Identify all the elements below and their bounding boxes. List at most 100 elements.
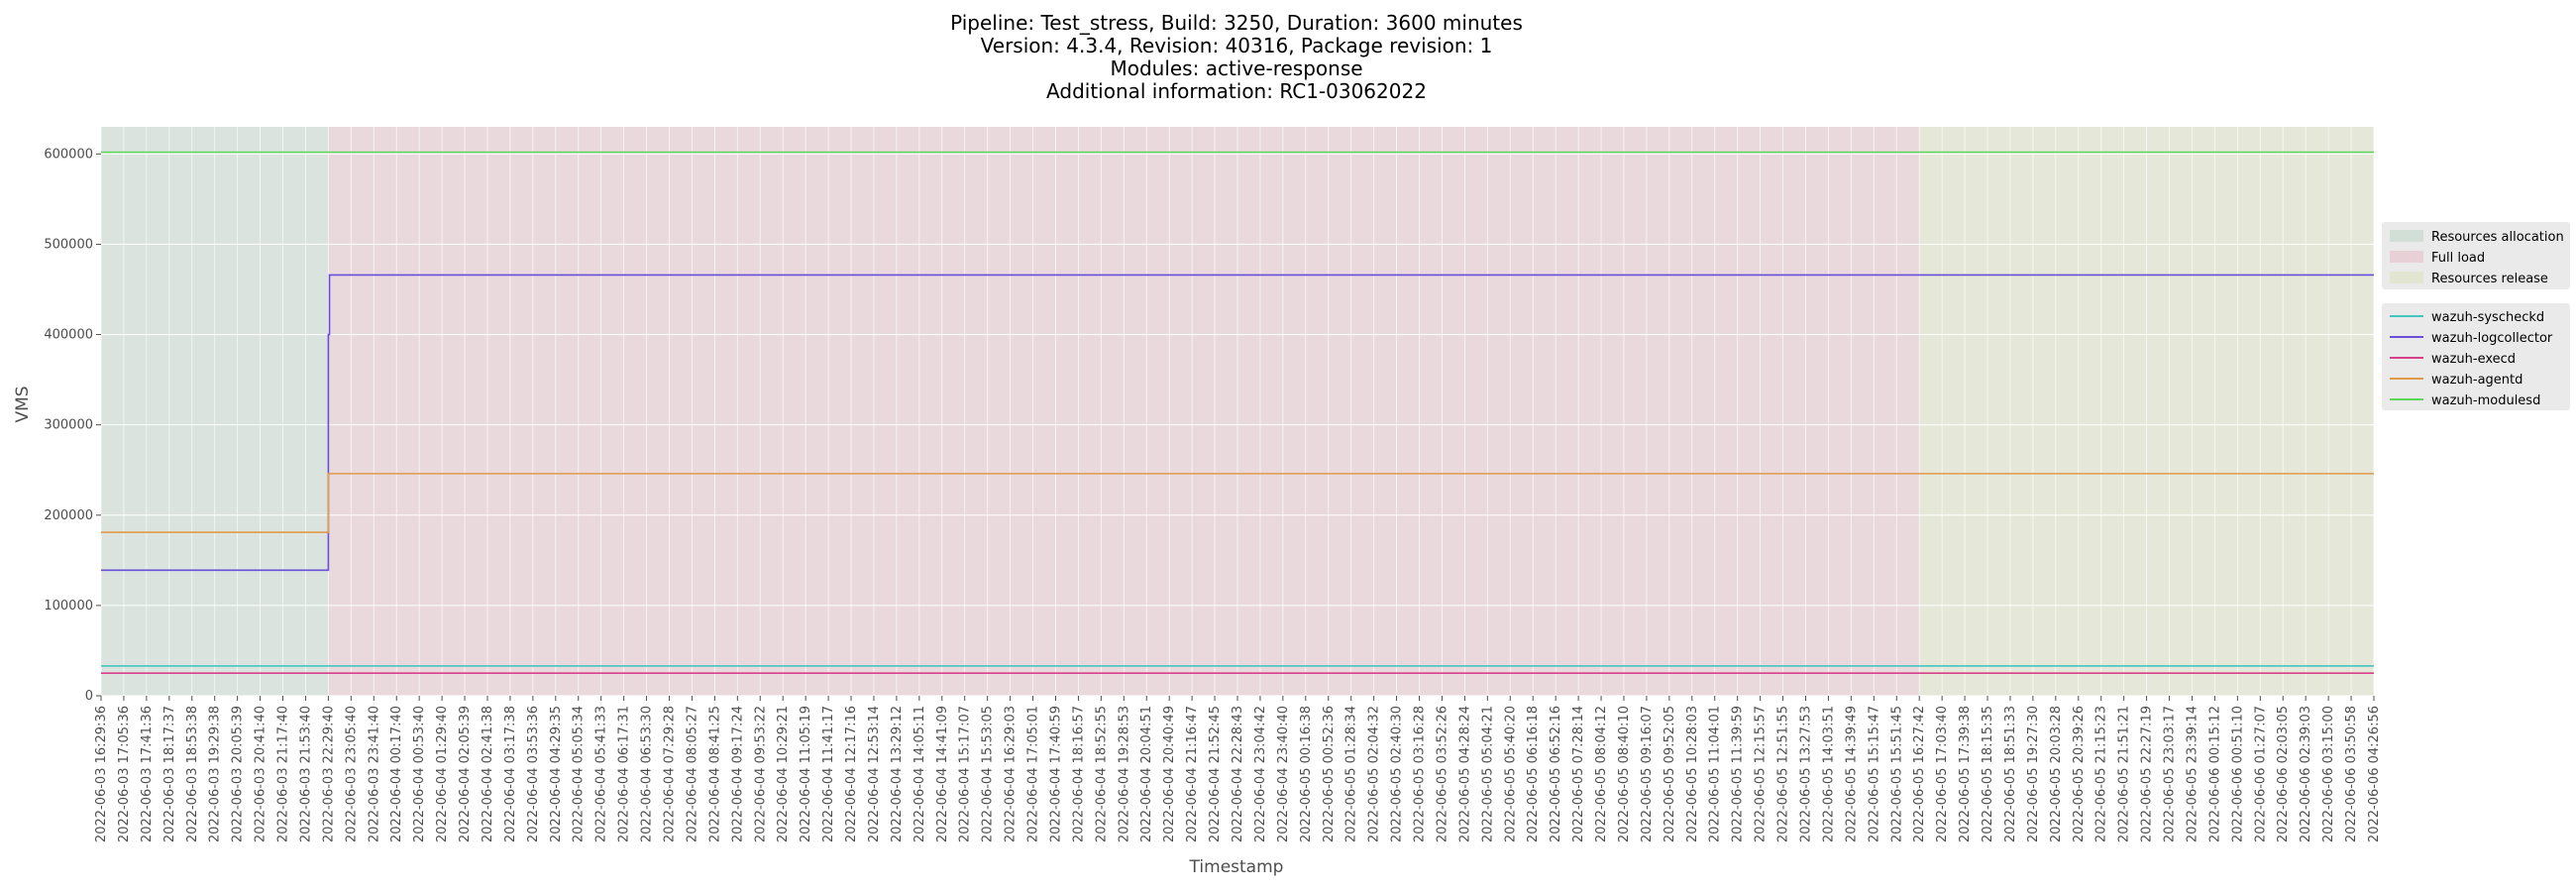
x-tick-label-42: 2022-06-04 17:40:59 xyxy=(1048,706,1063,842)
x-tick-label-1: 2022-06-03 17:05:36 xyxy=(117,706,132,842)
legend-phase-label-2: Resources release xyxy=(2431,272,2548,286)
y-tick-label-0: 0 xyxy=(85,689,93,704)
x-tick-label-23: 2022-06-04 06:17:31 xyxy=(617,706,632,842)
y-tick-label-3: 300000 xyxy=(44,418,93,433)
x-tick-label-0: 2022-06-03 16:29:36 xyxy=(94,706,109,842)
x-tick-label-34: 2022-06-04 12:53:14 xyxy=(867,706,882,842)
x-tick-label-31: 2022-06-04 11:05:19 xyxy=(799,706,813,842)
x-tick-label-91: 2022-06-05 23:03:17 xyxy=(2163,706,2178,842)
x-tick-label-100: 2022-06-06 04:26:56 xyxy=(2367,706,2382,842)
x-tick-label-9: 2022-06-03 21:53:40 xyxy=(298,706,313,842)
x-tick-label-12: 2022-06-03 23:41:40 xyxy=(367,706,381,842)
x-tick-label-29: 2022-06-04 09:53:22 xyxy=(753,706,768,842)
grid-lines xyxy=(100,127,2375,697)
legend-series-label-2: wazuh-execd xyxy=(2431,352,2516,367)
x-tick-label-46: 2022-06-04 20:04:51 xyxy=(1139,706,1154,842)
x-axis-label: Timestamp xyxy=(1189,857,1284,877)
x-tick-label-54: 2022-06-05 00:52:36 xyxy=(1322,706,1337,842)
legend-series-frame xyxy=(2382,303,2570,410)
x-tick-label-3: 2022-06-03 18:17:37 xyxy=(162,706,177,842)
x-tick-label-25: 2022-06-04 07:29:28 xyxy=(663,706,678,842)
x-tick-label-80: 2022-06-05 16:27:42 xyxy=(1912,706,1927,842)
x-tick-label-40: 2022-06-04 16:29:03 xyxy=(1004,706,1019,842)
x-tick-label-24: 2022-06-04 06:53:30 xyxy=(640,706,655,842)
x-tick-label-68: 2022-06-05 09:16:07 xyxy=(1640,706,1655,842)
x-tick-label-4: 2022-06-03 18:53:38 xyxy=(185,706,200,842)
x-tick-label-32: 2022-06-04 11:41:17 xyxy=(821,706,836,842)
title-line-2: Version: 4.3.4, Revision: 40316, Package… xyxy=(981,34,1493,57)
y-tick-label-6: 600000 xyxy=(44,147,93,162)
x-tick-label-52: 2022-06-04 23:40:40 xyxy=(1276,706,1291,842)
x-tick-label-87: 2022-06-05 20:39:26 xyxy=(2072,706,2087,842)
title-line-1: Pipeline: Test_stress, Build: 3250, Dura… xyxy=(950,11,1523,35)
x-tick-label-62: 2022-06-05 05:40:20 xyxy=(1503,706,1518,842)
x-tick-label-55: 2022-06-05 01:28:34 xyxy=(1344,706,1359,842)
x-tick-label-30: 2022-06-04 10:29:21 xyxy=(776,706,791,842)
x-tick-label-85: 2022-06-05 19:27:30 xyxy=(2026,706,2041,842)
x-tick-label-76: 2022-06-05 14:03:51 xyxy=(1821,706,1836,842)
x-tick-label-74: 2022-06-05 12:51:55 xyxy=(1776,706,1791,842)
legend-series-label-3: wazuh-agentd xyxy=(2431,373,2522,388)
x-tick-label-96: 2022-06-06 02:03:05 xyxy=(2276,706,2291,842)
x-tick-label-48: 2022-06-04 21:16:47 xyxy=(1185,706,1200,842)
x-tick-label-41: 2022-06-04 17:05:01 xyxy=(1026,706,1041,842)
x-tick-label-20: 2022-06-04 04:29:35 xyxy=(549,706,564,842)
x-tick-label-70: 2022-06-05 10:28:03 xyxy=(1685,706,1700,842)
x-tick-label-93: 2022-06-06 00:15:12 xyxy=(2207,706,2222,842)
legend-phase-swatch-1 xyxy=(2390,251,2423,263)
x-tick-label-21: 2022-06-04 05:05:34 xyxy=(572,706,587,842)
x-tick-label-99: 2022-06-06 03:50:58 xyxy=(2344,706,2359,842)
x-tick-label-63: 2022-06-05 06:16:18 xyxy=(1526,706,1541,842)
x-tick-label-57: 2022-06-05 02:40:30 xyxy=(1390,706,1405,842)
x-tick-label-89: 2022-06-05 21:51:21 xyxy=(2117,706,2132,842)
legend-phase-swatch-2 xyxy=(2390,272,2423,283)
x-tick-label-13: 2022-06-04 00:17:40 xyxy=(389,706,404,842)
legend-phases-frame xyxy=(2382,222,2570,289)
legend-series-label-1: wazuh-logcollector xyxy=(2431,331,2553,346)
x-tick-label-71: 2022-06-05 11:04:01 xyxy=(1708,706,1723,842)
x-tick-label-10: 2022-06-03 22:29:40 xyxy=(321,706,336,842)
x-tick-label-26: 2022-06-04 08:05:27 xyxy=(685,706,699,842)
y-tick-label-2: 200000 xyxy=(44,508,93,523)
y-tick-label-5: 500000 xyxy=(44,237,93,252)
x-tick-label-8: 2022-06-03 21:17:40 xyxy=(276,706,291,842)
x-tick-label-36: 2022-06-04 14:05:11 xyxy=(912,706,927,842)
x-tick-label-69: 2022-06-05 09:52:05 xyxy=(1663,706,1677,842)
x-tick-label-37: 2022-06-04 14:41:09 xyxy=(935,706,950,842)
x-tick-label-97: 2022-06-06 02:39:03 xyxy=(2299,706,2313,842)
legend-series-label-0: wazuh-syscheckd xyxy=(2431,310,2544,325)
x-tick-label-67: 2022-06-05 08:40:10 xyxy=(1617,706,1632,842)
x-tick-label-6: 2022-06-03 20:05:39 xyxy=(231,706,246,842)
chart-title: Pipeline: Test_stress, Build: 3250, Dura… xyxy=(950,11,1523,103)
x-tick-label-11: 2022-06-03 23:05:40 xyxy=(344,706,359,842)
x-tick-label-51: 2022-06-04 23:04:42 xyxy=(1253,706,1268,842)
x-tick-label-90: 2022-06-05 22:27:19 xyxy=(2140,706,2155,842)
title-line-3: Modules: active-response xyxy=(1110,56,1362,80)
legend-phase-label-1: Full load xyxy=(2431,251,2485,266)
x-tick-label-64: 2022-06-05 06:52:16 xyxy=(1549,706,1563,842)
x-tick-label-53: 2022-06-05 00:16:38 xyxy=(1299,706,1314,842)
x-tick-label-60: 2022-06-05 04:28:24 xyxy=(1457,706,1472,842)
y-axis: 0 100000 200000 300000 400000 500000 600000 xyxy=(44,147,101,704)
x-tick-label-82: 2022-06-05 17:39:38 xyxy=(1958,706,1973,842)
x-tick-label-15: 2022-06-04 01:29:40 xyxy=(435,706,450,842)
x-tick-label-75: 2022-06-05 13:27:53 xyxy=(1799,706,1814,842)
x-tick-label-94: 2022-06-06 00:51:10 xyxy=(2230,706,2245,842)
legend-phase-label-0: Resources allocation xyxy=(2431,230,2564,245)
x-tick-label-16: 2022-06-04 02:05:39 xyxy=(458,706,473,842)
x-tick-label-33: 2022-06-04 12:17:16 xyxy=(844,706,859,842)
x-tick-label-86: 2022-06-05 20:03:28 xyxy=(2049,706,2064,842)
x-tick-label-35: 2022-06-04 13:29:12 xyxy=(890,706,905,842)
y-tick-label-1: 100000 xyxy=(44,599,93,613)
x-tick-label-66: 2022-06-05 08:04:12 xyxy=(1594,706,1609,842)
x-tick-label-39: 2022-06-04 15:53:05 xyxy=(981,706,996,842)
x-tick-label-56: 2022-06-05 02:04:32 xyxy=(1367,706,1382,842)
x-tick-label-78: 2022-06-05 15:15:47 xyxy=(1867,706,1881,842)
x-tick-label-17: 2022-06-04 02:41:38 xyxy=(481,706,495,842)
x-tick-label-2: 2022-06-03 17:41:36 xyxy=(140,706,155,842)
x-tick-label-27: 2022-06-04 08:41:25 xyxy=(707,706,722,842)
x-tick-label-44: 2022-06-04 18:52:55 xyxy=(1094,706,1109,842)
x-tick-label-18: 2022-06-04 03:17:38 xyxy=(503,706,518,842)
x-tick-label-49: 2022-06-04 21:52:45 xyxy=(1208,706,1223,842)
